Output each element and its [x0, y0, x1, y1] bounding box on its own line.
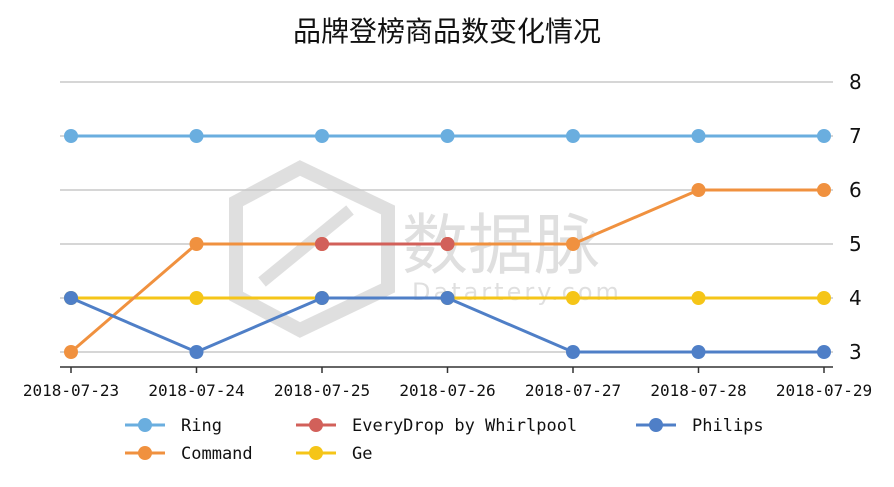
data-point	[189, 237, 204, 251]
y-tick-label: 7	[849, 124, 862, 148]
legend-label: Ge	[352, 444, 372, 464]
data-point	[566, 129, 580, 143]
x-tick-label: 2018-07-26	[399, 381, 495, 400]
y-tick-label: 8	[849, 70, 862, 94]
x-tick-label: 2018-07-25	[274, 381, 370, 400]
legend-label: Command	[181, 444, 253, 464]
legend-item: Philips	[636, 416, 764, 436]
series-philips	[64, 291, 831, 359]
legend-swatch-marker	[138, 446, 152, 460]
legend-item: Command	[125, 444, 253, 464]
legend-label: Ring	[181, 416, 222, 436]
watermark-logo-slash-icon	[258, 205, 354, 287]
y-tick-label: 6	[849, 178, 862, 202]
data-point	[691, 129, 706, 143]
legend-item: Ge	[296, 444, 372, 464]
data-point	[189, 129, 204, 143]
data-point	[440, 129, 455, 143]
data-point	[315, 237, 329, 251]
y-tick-label: 3	[849, 340, 862, 364]
data-point	[691, 183, 706, 197]
legend-label: Philips	[692, 416, 764, 436]
data-point	[64, 345, 78, 359]
data-point	[566, 291, 580, 305]
series-line	[70, 296, 824, 354]
data-point	[440, 291, 455, 305]
x-tick-label: 2018-07-29	[776, 381, 872, 400]
data-point	[691, 345, 706, 359]
data-point	[817, 129, 831, 143]
legend-item: EveryDrop by Whirlpool	[296, 416, 577, 436]
legend-item: Ring	[125, 416, 222, 436]
legend-swatch-marker	[309, 446, 323, 460]
x-tick-label: 2018-07-27	[525, 381, 621, 400]
data-point	[566, 345, 580, 359]
data-point	[189, 345, 204, 359]
data-point	[566, 237, 580, 251]
data-point	[64, 129, 78, 143]
legend-swatch-marker	[649, 418, 663, 432]
data-point	[315, 291, 329, 305]
y-tick-label: 4	[849, 286, 862, 310]
data-point	[817, 345, 831, 359]
y-tick-label: 5	[849, 232, 862, 256]
data-point	[691, 291, 706, 305]
legend-swatch-marker	[138, 418, 152, 432]
data-point	[817, 183, 831, 197]
data-point	[315, 129, 329, 143]
legend-label: EveryDrop by Whirlpool	[352, 416, 577, 436]
data-point	[64, 291, 78, 305]
watermark-logo-icon	[229, 160, 395, 338]
series-everydrop-by-whirlpool	[315, 237, 455, 251]
x-tick-label: 2018-07-23	[23, 381, 119, 400]
data-point	[817, 291, 831, 305]
chart-title: 品牌登榜商品数变化情况	[292, 15, 601, 48]
data-point	[440, 237, 455, 251]
legend: Ring EveryDrop by Whirlpool Philips Command…	[125, 416, 764, 464]
x-tick-label: 2018-07-24	[148, 381, 244, 400]
data-point	[189, 291, 204, 305]
x-tick-label: 2018-07-28	[650, 381, 746, 400]
series-ring	[64, 129, 831, 143]
legend-swatch-marker	[309, 418, 323, 432]
